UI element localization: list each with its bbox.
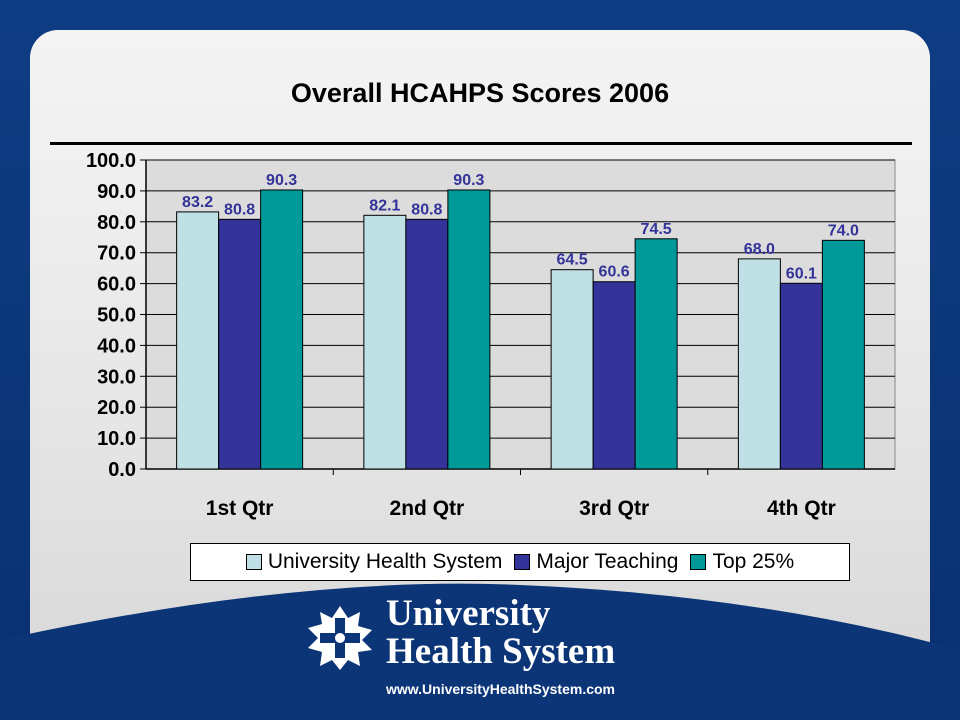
- data-label: 90.3: [266, 172, 297, 189]
- data-label: 80.8: [411, 201, 442, 218]
- y-tick-label: 100.0: [86, 150, 136, 172]
- y-tick-label: 20.0: [97, 397, 136, 419]
- bar: [634, 238, 678, 470]
- data-label: 64.5: [557, 252, 588, 269]
- data-label: 74.0: [828, 222, 859, 239]
- title-rule: [50, 142, 912, 145]
- bar: [218, 218, 262, 470]
- data-label: 68.0: [744, 241, 775, 258]
- bar: [592, 281, 636, 470]
- brand-name-line1: University: [386, 593, 551, 634]
- x-tick-label: 2nd Qtr: [390, 497, 465, 520]
- data-label: 80.8: [224, 201, 255, 218]
- data-label: 83.2: [182, 194, 213, 211]
- bar: [821, 239, 865, 470]
- x-tick-label: 1st Qtr: [206, 497, 274, 520]
- legend-item: Major Teaching: [514, 550, 678, 574]
- star-cross-logo-icon: [308, 606, 372, 670]
- bar: [447, 189, 491, 470]
- data-label: 82.1: [369, 197, 400, 214]
- data-label: 74.5: [641, 221, 672, 238]
- y-tick-label: 10.0: [97, 428, 136, 450]
- brand-name-line2: Health System: [386, 631, 616, 672]
- y-tick-label: 80.0: [97, 212, 136, 234]
- legend-swatch: [245, 554, 262, 570]
- data-label: 60.1: [786, 265, 817, 282]
- legend-swatch: [514, 554, 531, 570]
- y-tick-label: 40.0: [97, 335, 136, 357]
- bar: [779, 282, 823, 470]
- x-tick-label: 4th Qtr: [767, 497, 836, 520]
- bar: [363, 214, 407, 470]
- legend-label: University Health System: [267, 550, 503, 573]
- y-tick-label: 90.0: [97, 181, 136, 203]
- bar: [405, 218, 449, 470]
- bar: [737, 258, 781, 470]
- y-tick-label: 30.0: [97, 366, 136, 388]
- bar: [260, 189, 304, 470]
- legend-item: Top 25%: [690, 550, 794, 574]
- bar: [550, 269, 594, 470]
- x-tick-label: 3rd Qtr: [579, 497, 649, 520]
- y-tick-label: 70.0: [97, 243, 136, 265]
- y-tick-label: 0.0: [108, 459, 136, 481]
- legend-item: University Health System: [245, 550, 503, 574]
- data-label: 60.6: [599, 264, 630, 281]
- legend-swatch: [690, 554, 707, 570]
- legend-label: Major Teaching: [536, 550, 679, 573]
- bar: [176, 211, 220, 470]
- y-tick-label: 50.0: [97, 305, 136, 327]
- y-tick-label: 60.0: [97, 274, 136, 296]
- chart-title: Overall HCAHPS Scores 2006: [290, 78, 670, 108]
- bar-chart: 0.0 10.0 20.0 30.0 40.0 50.0 60.0 70.0 80.0 90.0 1…: [86, 150, 896, 520]
- chart-legend: University Health System Major Teaching …: [190, 543, 850, 581]
- data-label: 90.3: [453, 172, 484, 189]
- legend-label: Top 25%: [712, 550, 795, 573]
- brand-url[interactable]: www.UniversityHealthSystem.com: [386, 681, 616, 697]
